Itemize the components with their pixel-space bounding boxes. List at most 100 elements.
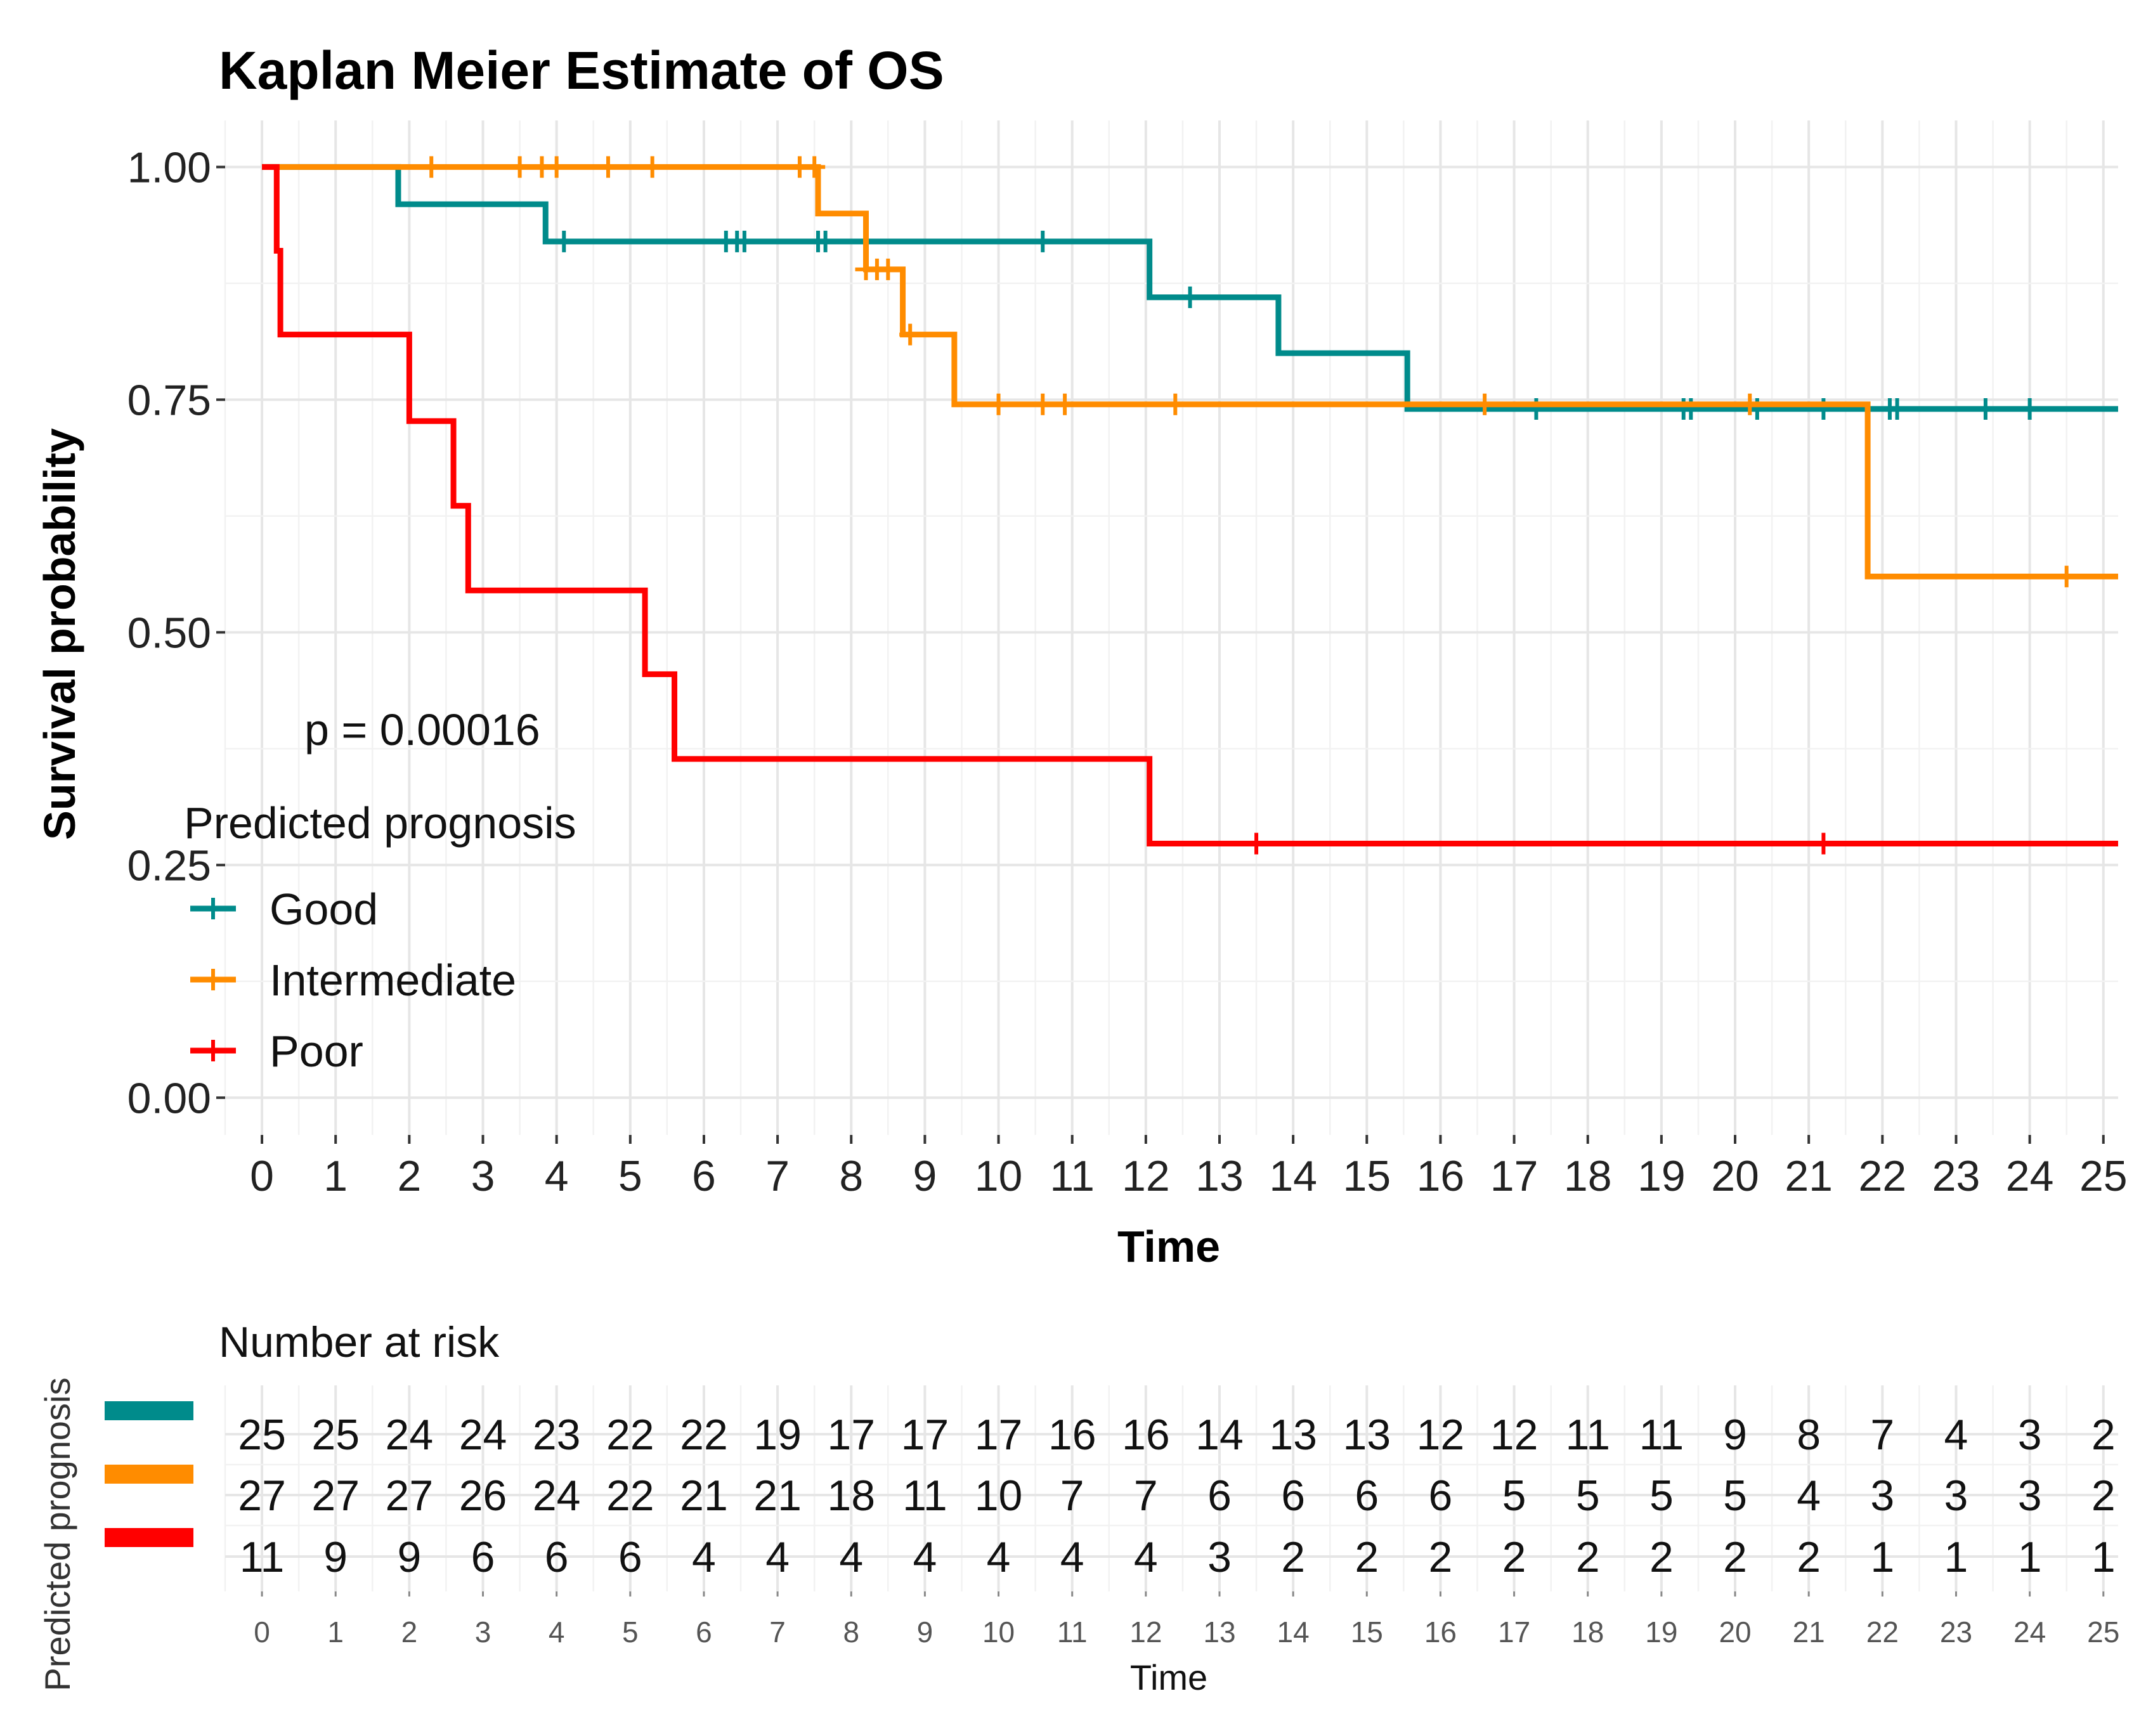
risk-x-tick-label: 0 [254,1616,270,1649]
risk-x-tick-label: 6 [696,1616,712,1649]
risk-count: 17 [827,1411,875,1459]
censor-mark-intermediate [597,156,619,178]
risk-count: 11 [1639,1411,1684,1459]
risk-x-tick-label: 3 [475,1616,491,1649]
risk-x-tick-label: 18 [1571,1616,1604,1649]
censor-mark-good [1032,230,1054,252]
risk-row-intermediate: 27 27 27 26 24 22 21 21 18 11 10 7 7 6 6 6 6 5 5 5 5 4 3 3 3 2 [238,1472,2115,1520]
censor-mark-good [814,230,836,252]
censor-mark-intermediate [1032,393,1054,415]
x-tick-label: 11 [1050,1152,1095,1200]
risk-count: 12 [1490,1411,1538,1459]
y-tick-label: 1.00 [127,143,211,191]
x-tick-label: 1 [323,1152,348,1200]
survival-series-intermediate [262,156,2118,588]
risk-table-y-axis-title: Predicted prognosis [37,1378,77,1692]
censor-mark-intermediate [1474,393,1496,415]
risk-table-row-swatches [105,1401,193,1547]
censor-mark-intermediate [987,393,1010,415]
legend-censor-mark-good [202,898,224,919]
risk-count: 7 [1060,1472,1084,1520]
risk-count: 4 [765,1533,790,1581]
risk-count: 21 [753,1472,802,1520]
risk-count: 5 [1502,1472,1526,1520]
x-tick-label: 8 [839,1152,863,1200]
risk-table-x-axis: 0 1 2 3 4 5 6 7 8 9 10 11 12 13 14 15 16 17 18 19 20 21 22 23 24… [254,1591,2119,1649]
risk-x-tick-label: 17 [1498,1616,1530,1649]
x-axis-title: Time [1117,1222,1220,1271]
legend-item-poor: Poor [190,1027,363,1076]
x-tick-label: 20 [1711,1152,1759,1200]
x-tick-label: 19 [1637,1152,1686,1200]
survival-series-good [262,164,2118,420]
risk-swatch-intermediate [105,1465,193,1484]
x-tick-label: 15 [1343,1152,1391,1200]
risk-count: 3 [2018,1472,2042,1520]
censor-mark-poor [1812,832,1835,855]
x-tick-label: 25 [2079,1152,2128,1200]
legend: Predicted prognosis Good Intermediate Poor [184,798,576,1076]
risk-count: 1 [1870,1533,1894,1581]
risk-count: 4 [1944,1411,1968,1459]
risk-count: 25 [238,1411,286,1459]
risk-count: 17 [975,1411,1023,1459]
risk-count: 16 [1048,1411,1096,1459]
risk-count: 24 [533,1472,581,1520]
x-tick-label: 24 [2006,1152,2054,1200]
legend-censor-mark-intermediate [202,969,224,990]
x-tick-label: 5 [618,1152,642,1200]
risk-x-tick-label: 8 [843,1616,859,1649]
risk-count: 26 [459,1472,507,1520]
censor-mark-good [1886,398,1908,420]
risk-count: 11 [902,1472,947,1520]
censor-mark-poor [1246,832,1268,855]
y-tick-label: 0.25 [127,841,211,890]
risk-count: 16 [1122,1411,1170,1459]
risk-count: 10 [975,1472,1023,1520]
risk-count: 3 [2018,1411,2042,1459]
risk-count: 2 [1723,1533,1747,1581]
risk-count: 22 [606,1472,654,1520]
risk-count: 9 [397,1533,421,1581]
risk-count: 1 [2018,1533,2042,1581]
censor-mark-intermediate [420,156,443,178]
censor-mark-intermediate [545,156,568,178]
risk-x-tick-label: 20 [1719,1616,1751,1649]
x-tick-label: 9 [913,1152,937,1200]
y-axis-title: Survival probability [35,428,84,840]
censor-mark-good [2019,398,2041,420]
risk-count: 19 [753,1411,802,1459]
survival-series-poor [262,164,2118,855]
y-tick-label: 0.75 [127,376,211,424]
risk-count: 7 [1870,1411,1894,1459]
risk-count: 2 [2091,1472,2116,1520]
x-tick-label: 4 [545,1152,569,1200]
risk-count: 4 [913,1533,937,1581]
risk-table-title: Number at risk [219,1318,500,1366]
risk-count: 3 [1207,1533,1232,1581]
censor-mark-intermediate [1054,393,1076,415]
risk-count: 1 [1944,1533,1968,1581]
risk-x-tick-label: 1 [327,1616,344,1649]
censor-mark-intermediate [899,323,921,346]
x-tick-label: 6 [692,1152,716,1200]
risk-count: 3 [1870,1472,1894,1520]
censor-mark-good [553,230,575,252]
legend-label-intermediate: Intermediate [270,955,516,1005]
risk-count: 23 [533,1411,581,1459]
risk-count: 5 [1576,1472,1600,1520]
survival-curve-good [262,164,2118,412]
risk-count: 4 [839,1533,863,1581]
censor-mark-good [1974,398,1996,420]
censor-mark-good [1525,398,1547,420]
risk-count: 9 [1723,1411,1747,1459]
risk-swatch-good [105,1401,193,1420]
risk-count: 21 [680,1472,728,1520]
risk-count: 6 [1281,1472,1305,1520]
risk-count: 7 [1134,1472,1158,1520]
risk-count: 22 [680,1411,728,1459]
risk-count: 13 [1343,1411,1391,1459]
legend-label-good: Good [270,884,378,934]
risk-count: 12 [1417,1411,1465,1459]
